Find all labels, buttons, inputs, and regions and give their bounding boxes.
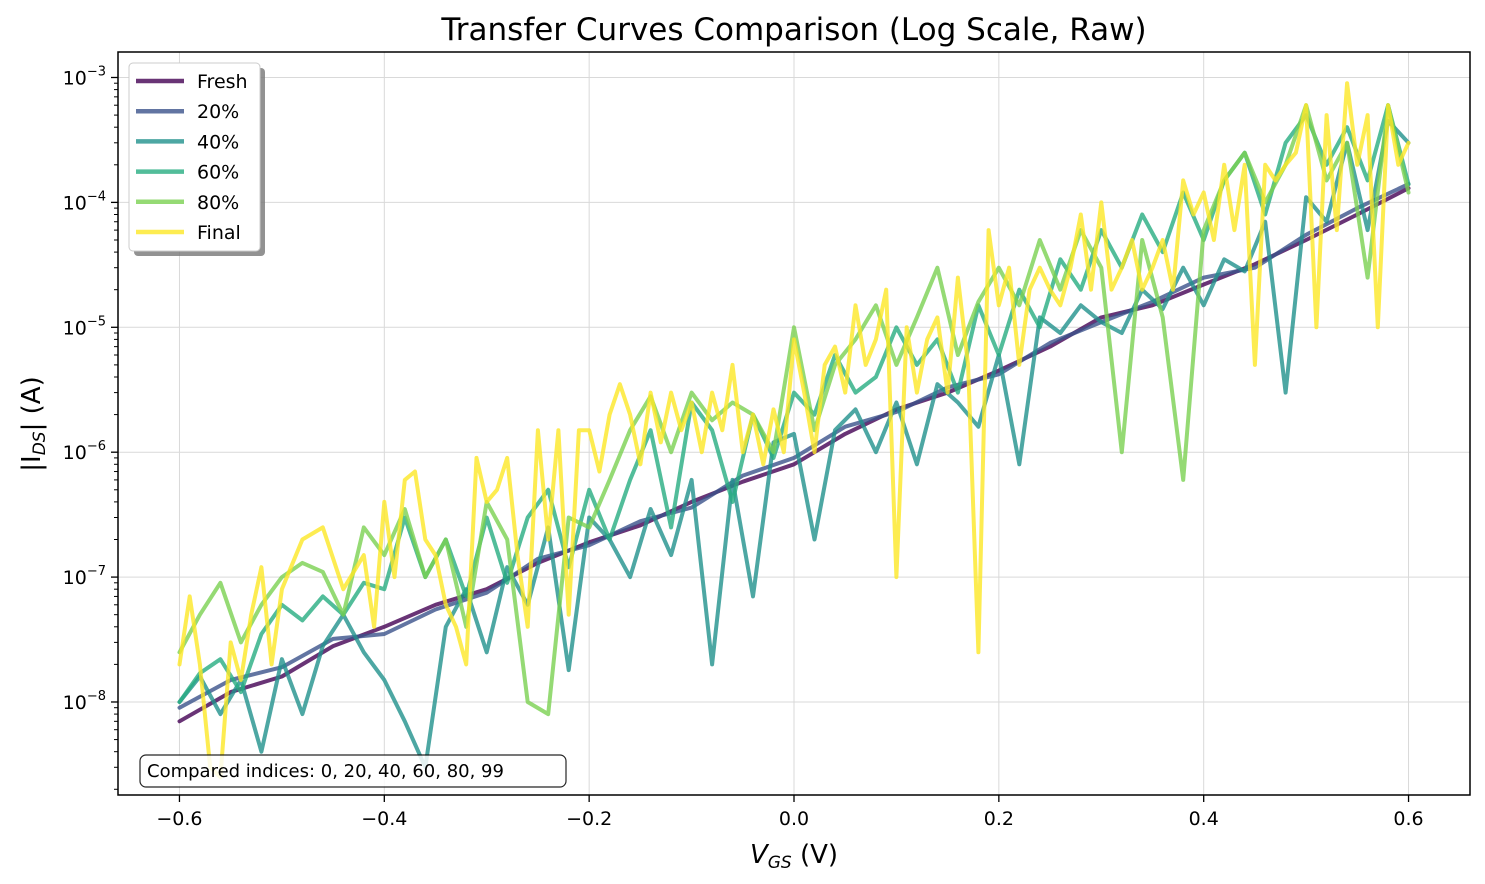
x-axis-title-unit: (V)	[792, 840, 838, 870]
series-line-2	[177, 118, 1411, 770]
legend-label: Final	[197, 222, 241, 244]
x-axis-ticks: −0.6 −0.4 −0.2 0.0 0.2 0.4 0.6	[156, 795, 1424, 830]
x-tick-label: −0.2	[566, 808, 612, 830]
legend-label: 80%	[197, 192, 239, 214]
legend-label: 20%	[197, 101, 239, 123]
legend-label: Fresh	[197, 71, 248, 93]
series-lines	[177, 81, 1411, 780]
y-tick-label: 10−4	[63, 189, 106, 214]
y-axis-ticks: 10−8 10−7 10−6 10−5 10−4 10−3	[63, 64, 118, 790]
x-tick-label: 0.0	[779, 808, 809, 830]
legend-items: Fresh 20% 40% 60% 80% Final	[136, 71, 248, 244]
series-line-0	[177, 186, 1411, 724]
y-tick-label: 10−6	[63, 439, 106, 464]
legend-label: 40%	[197, 131, 239, 153]
y-axis-title-suffix: | (A)	[17, 376, 47, 431]
annotation-box: Compared indices: 0, 20, 40, 60, 80, 99	[139, 754, 567, 788]
series-line-1	[177, 182, 1411, 710]
x-tick-label: −0.6	[156, 808, 202, 830]
series-line-4	[177, 103, 1411, 717]
y-tick-label: 10−7	[63, 564, 106, 589]
x-tick-label: 0.6	[1393, 808, 1423, 830]
x-axis-title-subscript: GS	[768, 853, 792, 873]
x-axis-title: VGS (V)	[750, 840, 838, 873]
legend: Fresh 20% 40% 60% 80% Final	[128, 62, 265, 256]
y-axis-title: |IDS| (A)	[17, 376, 50, 471]
y-tick-label: 10−3	[63, 64, 106, 89]
x-tick-label: 0.4	[1189, 808, 1219, 830]
y-tick-label: 10−5	[63, 314, 106, 339]
x-tick-label: 0.2	[984, 808, 1014, 830]
annotation-frame	[139, 754, 567, 788]
y-axis-title-subscript: DS	[30, 431, 50, 455]
legend-label: 60%	[197, 162, 239, 184]
annotation-text: Compared indices: 0, 20, 40, 60, 80, 99	[147, 761, 504, 782]
x-tick-label: −0.4	[361, 808, 407, 830]
y-tick-label: 10−8	[63, 689, 106, 714]
series-line-5	[177, 81, 1411, 780]
chart-title: Transfer Curves Comparison (Log Scale, R…	[440, 12, 1146, 48]
y-axis-title-prefix: |I	[17, 455, 47, 471]
x-axis-title-main: V	[750, 840, 770, 870]
grid-lines	[118, 52, 1470, 795]
